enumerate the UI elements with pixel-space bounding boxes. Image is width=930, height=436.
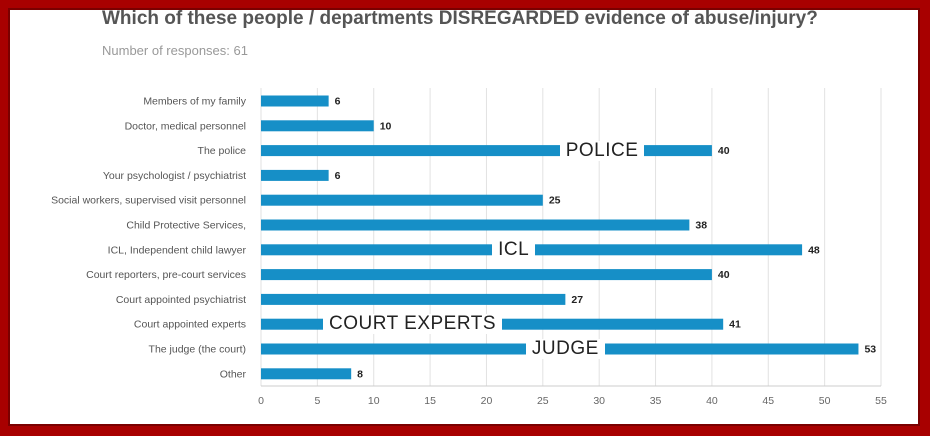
category-label: Child Protective Services, bbox=[126, 220, 246, 232]
bar bbox=[261, 219, 690, 231]
x-tick-label: 15 bbox=[424, 395, 436, 407]
bar-annotation: ICL bbox=[492, 239, 536, 260]
bar bbox=[261, 293, 566, 305]
value-label: 38 bbox=[695, 220, 707, 232]
value-label: 53 bbox=[864, 344, 876, 356]
category-label: Members of my family bbox=[143, 96, 246, 108]
category-label: Court appointed psychiatrist bbox=[116, 294, 246, 306]
category-label: Court appointed experts bbox=[134, 319, 246, 331]
category-label: Other bbox=[220, 368, 247, 380]
chart-frame bbox=[10, 10, 918, 424]
x-tick-label: 40 bbox=[706, 395, 718, 407]
x-tick-label: 10 bbox=[368, 395, 380, 407]
value-label: 25 bbox=[549, 195, 561, 207]
bar bbox=[261, 269, 712, 281]
value-label: 6 bbox=[335, 96, 341, 108]
x-tick-label: 25 bbox=[537, 395, 549, 407]
category-label: The judge (the court) bbox=[149, 344, 246, 356]
value-label: 48 bbox=[808, 244, 820, 256]
value-label: 27 bbox=[571, 294, 583, 306]
bar-annotation: JUDGE bbox=[525, 339, 605, 359]
x-tick-label: 5 bbox=[314, 395, 320, 407]
value-label: 40 bbox=[718, 145, 730, 157]
bar bbox=[261, 95, 329, 107]
response-count: Number of responses: 61 bbox=[102, 43, 248, 58]
x-tick-label: 20 bbox=[481, 395, 493, 407]
value-label: 10 bbox=[380, 120, 392, 132]
value-label: 40 bbox=[718, 269, 730, 281]
value-label: 8 bbox=[357, 368, 363, 380]
chart-title: Which of these people / departments DISR… bbox=[102, 8, 818, 29]
value-label: 6 bbox=[335, 170, 341, 182]
x-tick-label: 50 bbox=[819, 395, 831, 407]
bar bbox=[261, 194, 543, 206]
bar-annotation: POLICE bbox=[559, 140, 645, 161]
category-label: Your psychologist / psychiatrist bbox=[103, 170, 246, 182]
bar bbox=[261, 120, 374, 132]
x-tick-label: 55 bbox=[875, 395, 887, 407]
x-tick-label: 0 bbox=[258, 395, 264, 407]
x-tick-label: 30 bbox=[593, 395, 605, 407]
bar bbox=[261, 145, 712, 157]
x-tick-label: 35 bbox=[650, 395, 662, 407]
category-label: ICL, Independent child lawyer bbox=[108, 244, 247, 256]
category-label: Doctor, medical personnel bbox=[125, 120, 246, 132]
category-label: Social workers, supervised visit personn… bbox=[51, 195, 246, 207]
bar bbox=[261, 368, 352, 380]
value-label: 41 bbox=[729, 319, 741, 331]
bar bbox=[261, 169, 329, 181]
category-label: Court reporters, pre-court services bbox=[86, 269, 246, 281]
bar-annotation: COURT EXPERTS bbox=[323, 314, 502, 335]
x-tick-label: 45 bbox=[762, 395, 774, 407]
category-label: The police bbox=[198, 145, 247, 157]
